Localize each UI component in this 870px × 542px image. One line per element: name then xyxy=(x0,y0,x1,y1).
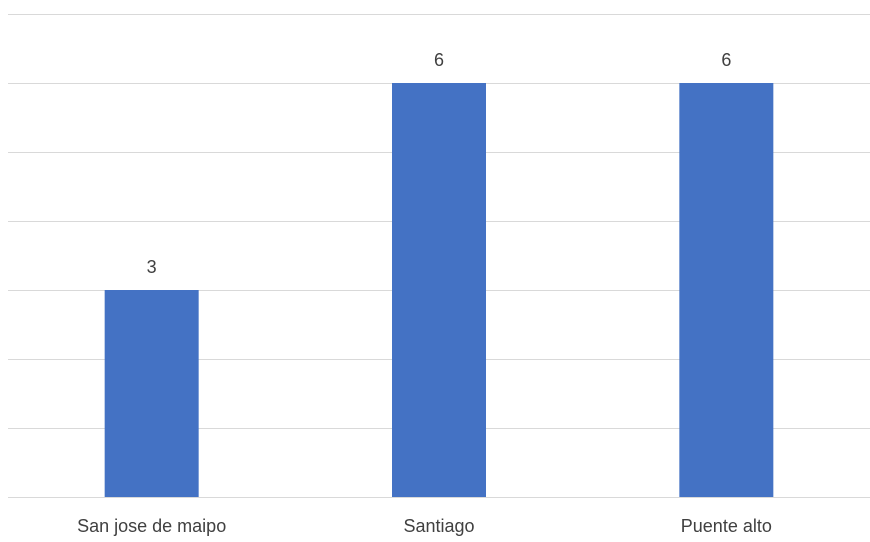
data-labels: 3 6 6 xyxy=(147,50,732,277)
x-tick-label: Puente alto xyxy=(681,516,772,536)
x-axis-tick-labels: San jose de maipo Santiago Puente alto xyxy=(77,516,772,536)
data-label: 6 xyxy=(434,50,444,70)
bar xyxy=(392,83,486,497)
data-label: 6 xyxy=(721,50,731,70)
bars xyxy=(104,83,774,497)
bar xyxy=(104,290,199,497)
data-label: 3 xyxy=(147,257,157,277)
bar xyxy=(679,83,774,497)
x-tick-label: Santiago xyxy=(403,516,474,536)
x-tick-label: San jose de maipo xyxy=(77,516,226,536)
